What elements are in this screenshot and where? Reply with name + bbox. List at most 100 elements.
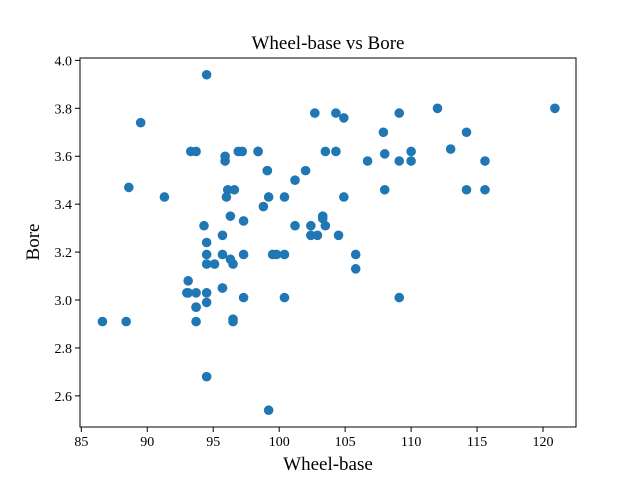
data-point <box>432 103 443 114</box>
data-point <box>310 108 320 118</box>
data-point <box>300 165 311 176</box>
x-tick-label: 90 <box>140 435 154 450</box>
data-point <box>279 249 290 260</box>
data-point <box>135 117 146 128</box>
data-point <box>480 156 490 166</box>
data-point <box>191 316 201 327</box>
data-point <box>290 220 300 231</box>
y-tick-label: 2.8 <box>55 342 73 357</box>
data-point <box>191 146 201 157</box>
data-point <box>220 156 230 166</box>
data-point <box>320 220 331 231</box>
data-point <box>550 103 560 114</box>
y-tick-label: 3.6 <box>55 150 73 165</box>
data-point <box>238 249 249 260</box>
chart-title: Wheel-base vs Bore <box>252 33 405 54</box>
data-point <box>228 259 238 269</box>
data-point <box>339 113 349 123</box>
y-tick-label: 2.6 <box>55 390 73 405</box>
y-tick-label: 4.0 <box>55 54 73 69</box>
data-point <box>279 292 290 303</box>
data-point <box>221 192 232 202</box>
data-point <box>201 371 212 382</box>
data-point <box>238 292 249 303</box>
data-point <box>201 297 212 308</box>
data-point <box>350 264 361 274</box>
data-point <box>262 165 273 176</box>
data-point <box>445 144 456 154</box>
data-point <box>306 230 316 241</box>
data-point <box>258 201 269 212</box>
data-point <box>320 146 331 157</box>
data-point <box>406 146 416 157</box>
data-point <box>394 156 405 166</box>
data-point <box>229 184 240 195</box>
data-point <box>406 156 416 166</box>
data-point <box>379 184 390 195</box>
y-tick-label: 3.8 <box>55 102 73 117</box>
data-point <box>238 216 249 226</box>
data-point <box>333 230 344 241</box>
data-point <box>378 127 389 138</box>
y-tick-label: 3.0 <box>55 294 73 309</box>
data-point <box>217 249 228 260</box>
y-tick-label: 3.4 <box>55 198 73 213</box>
data-point <box>183 288 193 298</box>
x-tick-label: 105 <box>335 435 356 450</box>
data-point <box>237 146 248 157</box>
data-point <box>217 283 228 293</box>
y-axis-label: Bore <box>23 224 44 261</box>
data-point <box>199 220 209 231</box>
data-point <box>312 230 323 241</box>
data-point <box>461 127 472 138</box>
points-layer <box>97 69 560 416</box>
data-point <box>362 156 373 166</box>
x-tick-label: 120 <box>533 435 554 450</box>
x-tick-label: 115 <box>467 435 487 450</box>
data-point <box>183 276 193 286</box>
plot-frame <box>79 57 577 428</box>
data-point <box>379 149 390 159</box>
x-tick-label: 95 <box>206 435 220 450</box>
data-point <box>121 316 131 327</box>
data-point <box>201 249 212 260</box>
data-point <box>201 259 212 269</box>
data-point <box>159 192 170 202</box>
x-axis-ticks: 85 90 95 100 105 110 115 120 <box>74 427 554 450</box>
data-point <box>290 175 300 185</box>
data-point <box>461 184 472 195</box>
data-point <box>201 237 212 248</box>
data-point <box>253 146 263 157</box>
data-point <box>480 184 490 195</box>
data-point <box>279 192 290 202</box>
data-point <box>339 192 349 202</box>
data-point <box>222 184 233 195</box>
data-point <box>263 192 274 202</box>
x-axis-label: Wheel-base <box>283 454 373 475</box>
data-point <box>394 108 405 118</box>
data-point <box>271 249 282 260</box>
data-point <box>191 302 201 312</box>
x-tick-label: 100 <box>269 435 290 450</box>
data-point <box>201 288 212 298</box>
data-point <box>350 249 361 260</box>
data-point <box>394 292 405 303</box>
x-tick-label: 85 <box>74 435 88 450</box>
data-point <box>209 259 220 269</box>
y-axis-ticks: 2.6 2.8 3.0 3.2 3.4 3.6 3.8 4.0 <box>55 54 80 405</box>
data-point <box>124 182 134 193</box>
data-point <box>201 69 212 80</box>
data-point <box>331 146 341 157</box>
data-point <box>97 316 108 327</box>
data-point <box>191 288 201 298</box>
data-point <box>331 108 341 118</box>
data-point <box>263 405 274 416</box>
data-point <box>228 316 238 327</box>
data-point <box>306 220 316 231</box>
y-tick-label: 3.2 <box>55 246 73 261</box>
data-point <box>217 230 228 241</box>
data-point <box>225 211 236 221</box>
x-tick-label: 110 <box>401 435 421 450</box>
